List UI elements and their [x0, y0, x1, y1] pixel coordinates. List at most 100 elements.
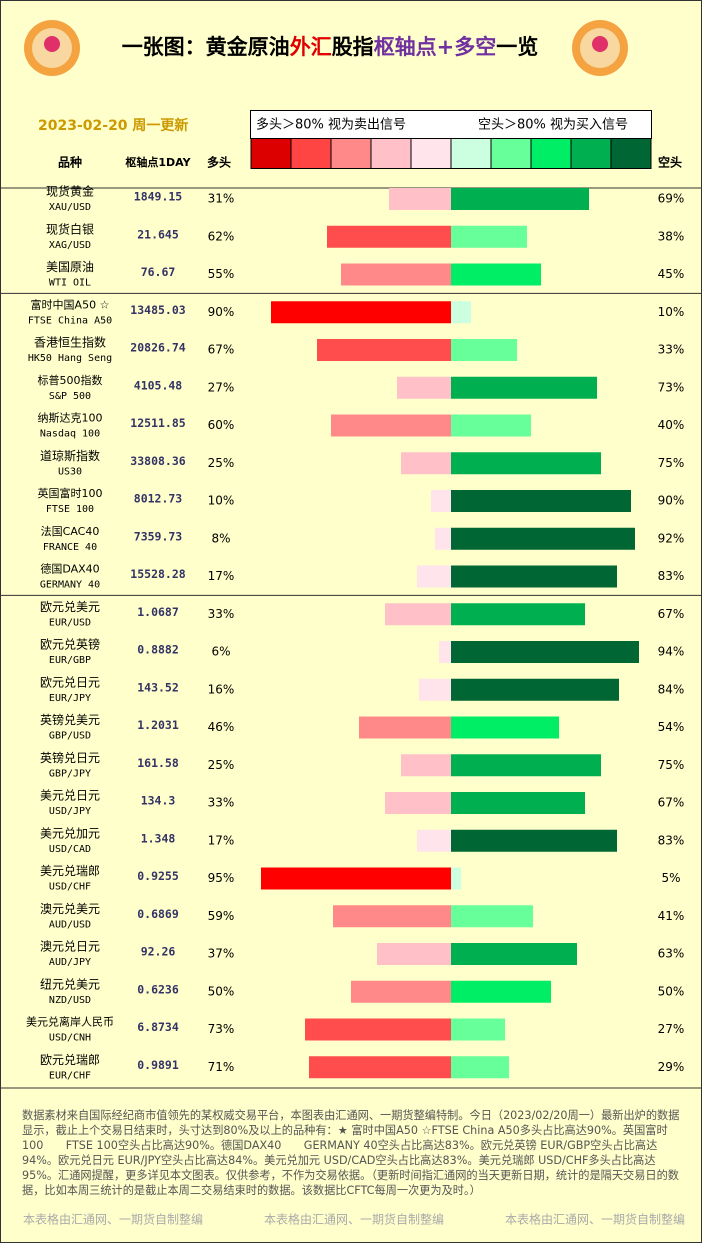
legend-long-note: 多头＞80% 视为卖出信号: [256, 117, 406, 133]
short-label: 33%: [658, 343, 685, 357]
row-name: 美国原油: [46, 260, 94, 274]
short-bar: [451, 527, 635, 550]
long-label: 67%: [208, 343, 235, 357]
row-name: 法国CAC40: [41, 524, 100, 538]
short-label: 45%: [658, 267, 685, 281]
row-code: AUD/USD: [49, 919, 91, 930]
short-bar: [451, 376, 597, 399]
short-label: 75%: [658, 758, 685, 772]
long-bar: [327, 225, 451, 248]
short-bar: [451, 1056, 509, 1079]
row-code: EUR/CHF: [49, 1070, 91, 1081]
row-code: FRANCE 40: [43, 542, 97, 553]
pivot-value: 12511.85: [130, 416, 185, 430]
row-name: 标普500指数: [38, 373, 103, 387]
short-label: 27%: [658, 1022, 685, 1036]
pivot-value: 134.3: [141, 794, 176, 808]
short-bar: [451, 980, 551, 1003]
legend-swatch: [250, 138, 292, 169]
footer-text: 本表格由汇通网、一期货自制整编: [264, 1212, 444, 1227]
row-name: 美元兑离岸人民币: [26, 1015, 114, 1029]
long-bar: [419, 678, 451, 701]
short-bar: [451, 414, 531, 437]
row-name: 现货黄金: [46, 184, 94, 199]
pivot-value: 0.8882: [137, 643, 179, 657]
short-label: 63%: [658, 947, 685, 961]
column-header: 品种: [58, 155, 82, 170]
legend-swatch: [410, 138, 452, 169]
long-bar: [305, 1018, 451, 1041]
pivot-value: 0.6869: [137, 907, 179, 921]
short-bar: [451, 829, 617, 852]
legend-swatch: [330, 138, 372, 169]
title-part: 一览: [496, 35, 538, 59]
long-label: 60%: [208, 418, 235, 432]
long-label: 55%: [208, 267, 235, 281]
row-name: 欧元兑美元: [40, 600, 100, 614]
row-name: 英国富时100: [38, 486, 103, 500]
row-code: NZD/USD: [49, 995, 91, 1006]
title-part: 外汇: [290, 35, 332, 59]
short-label: 90%: [658, 494, 685, 508]
short-bar: [451, 452, 601, 475]
long-bar: [431, 490, 451, 512]
pivot-value: 0.6236: [137, 982, 179, 996]
short-label: 92%: [658, 531, 685, 545]
legend-swatch: [290, 138, 332, 169]
short-label: 50%: [658, 984, 685, 998]
long-label: 73%: [208, 1022, 235, 1036]
row-name: 纽元兑美元: [40, 977, 100, 991]
row-name: 美元兑瑞郎: [40, 864, 100, 878]
short-label: 67%: [658, 607, 685, 621]
long-bar: [271, 301, 451, 324]
row-name: 澳元兑日元: [40, 940, 100, 954]
pivot-value: 4105.48: [134, 378, 183, 392]
short-label: 38%: [658, 229, 685, 243]
pivot-value: 1.0687: [137, 605, 179, 619]
pivot-value: 0.9255: [137, 869, 179, 883]
short-label: 75%: [658, 456, 685, 470]
short-bar: [451, 603, 585, 626]
long-bar: [401, 754, 451, 777]
row-code: USD/CAD: [49, 844, 91, 855]
long-bar: [417, 829, 451, 852]
row-code: FTSE China A50: [28, 315, 112, 326]
short-label: 83%: [658, 833, 685, 847]
logo-right: [572, 20, 628, 76]
pivot-value: 161.58: [137, 756, 179, 770]
update-date: 2023-02-20 周一更新: [38, 117, 188, 134]
long-label: 17%: [208, 833, 235, 847]
row-name: 富时中国A50 ☆: [31, 297, 110, 311]
short-label: 67%: [658, 796, 685, 810]
row-name: 欧元兑日元: [40, 675, 100, 689]
short-bar: [451, 565, 617, 588]
long-label: 10%: [208, 494, 235, 508]
long-bar: [385, 792, 451, 814]
long-label: 71%: [208, 1060, 235, 1074]
short-bar: [451, 678, 619, 701]
footer-text: 本表格由汇通网、一期货自制整编: [505, 1212, 685, 1227]
long-label: 25%: [208, 758, 235, 772]
legend-swatch: [490, 138, 532, 169]
footer-text: 本表格由汇通网、一期货自制整编: [23, 1212, 203, 1227]
pivot-value: 6.8734: [137, 1020, 179, 1034]
row-name: 英镑兑美元: [40, 712, 100, 727]
row-code: US30: [58, 466, 82, 477]
row-code: XAU/USD: [49, 202, 91, 213]
legend-swatch: [570, 138, 612, 169]
long-label: 59%: [208, 909, 235, 923]
short-bar: [451, 301, 471, 324]
row-code: FTSE 100: [46, 504, 94, 515]
short-label: 83%: [658, 569, 685, 583]
row-name: 英镑兑日元: [40, 750, 100, 765]
short-bar: [451, 1018, 505, 1041]
logo-left: [24, 20, 80, 76]
short-bar: [451, 754, 601, 777]
short-label: 41%: [658, 909, 685, 923]
row-name: 道琼斯指数: [40, 448, 100, 463]
long-bar: [317, 339, 451, 361]
pivot-value: 1849.15: [134, 190, 183, 204]
row-code: Nasdaq 100: [40, 429, 100, 440]
long-label: 25%: [208, 456, 235, 470]
row-code: USD/JPY: [49, 806, 91, 817]
